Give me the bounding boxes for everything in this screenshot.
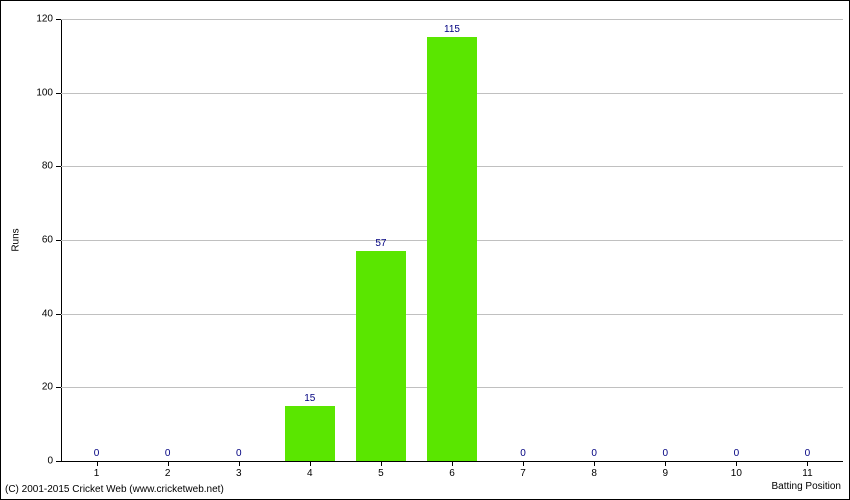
bar-value-label: 0 <box>165 448 171 459</box>
y-tick-label: 40 <box>1 308 53 319</box>
x-tick-label: 11 <box>802 468 812 479</box>
y-tick-label: 100 <box>1 87 53 98</box>
bar <box>427 37 477 461</box>
bar-value-label: 0 <box>734 448 740 459</box>
bar-value-label: 0 <box>236 448 242 459</box>
bar <box>285 406 335 461</box>
x-tick-label: 3 <box>236 468 242 479</box>
x-tick-label: 7 <box>520 468 526 479</box>
y-tick-label: 120 <box>1 14 53 25</box>
x-tick-label: 10 <box>731 468 742 479</box>
bar-value-label: 57 <box>375 238 386 249</box>
y-tick-label: 60 <box>1 235 53 246</box>
x-axis-title: Batting Position <box>772 481 842 492</box>
x-tick-label: 2 <box>165 468 171 479</box>
chart-container: Runs Batting Position (C) 2001-2015 Cric… <box>0 0 850 500</box>
bar <box>356 251 406 461</box>
x-tick-label: 5 <box>378 468 384 479</box>
x-tick-label: 6 <box>449 468 455 479</box>
bar-value-label: 0 <box>94 448 100 459</box>
x-tick-label: 8 <box>591 468 597 479</box>
bar-value-label: 0 <box>520 448 526 459</box>
bar-value-label: 15 <box>304 393 315 404</box>
y-tick-label: 20 <box>1 382 53 393</box>
y-tick-label: 80 <box>1 161 53 172</box>
bar-value-label: 115 <box>444 24 460 35</box>
x-tick-label: 4 <box>307 468 313 479</box>
copyright-text: (C) 2001-2015 Cricket Web (www.cricketwe… <box>5 484 224 495</box>
bar-value-label: 0 <box>662 448 668 459</box>
gridline <box>61 19 843 20</box>
bar-value-label: 0 <box>805 448 811 459</box>
x-tick-label: 1 <box>94 468 100 479</box>
y-tick-label: 0 <box>1 456 53 467</box>
bar-value-label: 0 <box>591 448 597 459</box>
x-tick-label: 9 <box>662 468 668 479</box>
